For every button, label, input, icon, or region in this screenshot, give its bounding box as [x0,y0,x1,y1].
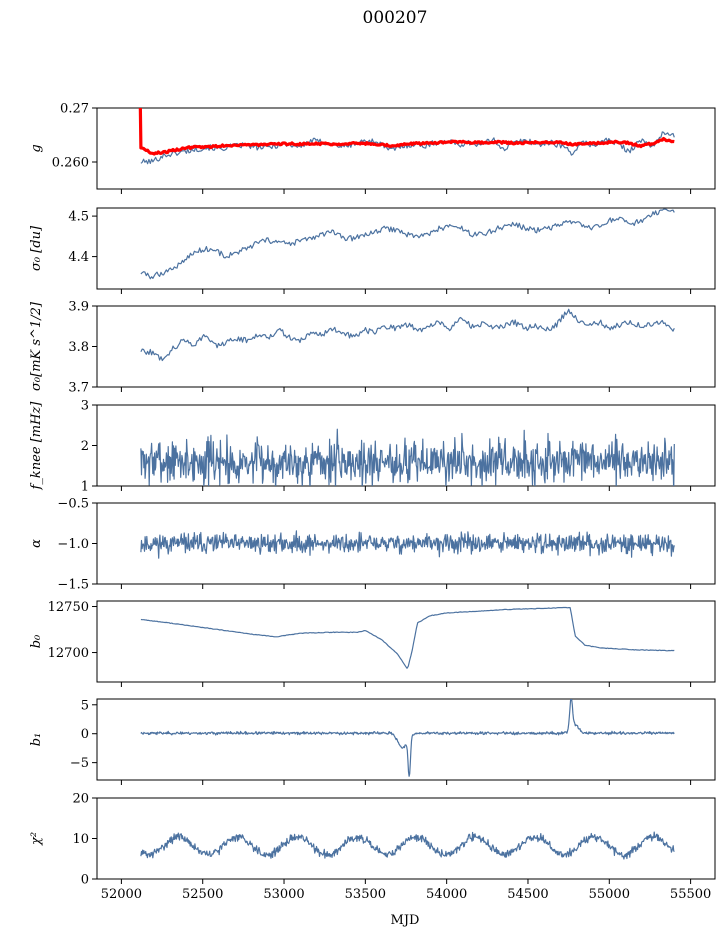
fit-series-line [138,108,675,156]
y-tick-label: 10 [72,832,89,847]
y-tick-label: 20 [72,792,89,807]
panel-frame [96,207,716,290]
y-tick-label: 3.8 [68,340,89,355]
y-tick-label: 0 [81,727,89,742]
y-tick-label: 0.260 [52,156,89,171]
y-tick-label: 0.27 [60,102,89,117]
x-tick-label: 52000 [101,887,142,902]
y-tick-label: 3.9 [68,300,89,315]
y-tick-label: 5 [81,698,89,713]
x-tick-label: 55000 [589,887,630,902]
y-tick-label: 2 [81,439,89,454]
y-tick-label: 3.7 [68,381,89,396]
x-tick-label: 54000 [426,887,467,902]
panel-sigma0-du: 4.4 4.5 σ₀ [du] [29,207,716,294]
y-tick-label: 1 [81,480,89,495]
panel-fknee: 1 2 3 f_knee [mHz] [29,399,716,495]
x-tick-label: 53500 [345,887,386,902]
panel-frame [96,600,716,683]
y-axis-label: σ₀[mK s^1/2] [29,301,44,391]
data-series-line [140,831,675,860]
y-axis-label: α [29,539,44,548]
x-tick-label: 55500 [670,887,711,902]
data-series-line [140,308,675,362]
y-tick-label: 3 [81,399,89,414]
y-axis-label: b₁ [29,733,44,747]
y-axis-label: σ₀ [du] [29,225,44,271]
panel-frame [96,107,716,190]
x-tick-label: 52500 [182,887,223,902]
y-tick-label: 12700 [48,646,89,661]
x-tick-label: 54500 [507,887,548,902]
figure-title: 000207 [363,8,428,28]
data-series-line [140,208,675,280]
y-tick-label: −1.5 [57,578,89,593]
y-tick-label: −0.5 [57,497,89,512]
y-axis-label: χ² [29,832,44,846]
y-tick-label: 12750 [48,600,89,615]
y-axis-label: b₀ [29,634,44,648]
panel-frame [96,305,716,388]
x-tick-label: 53000 [263,887,304,902]
y-axis-label: g [29,144,44,152]
data-series-line [140,699,675,777]
y-tick-label: 0 [81,873,89,888]
panel-g: 0.260 0.27 g [29,102,716,194]
y-tick-label: 4.5 [68,210,89,225]
y-tick-label: −5 [70,756,89,771]
data-series-line [140,530,675,559]
x-axis-label: MJD [391,913,420,928]
y-tick-label: −1.0 [57,537,89,552]
panel-alpha: −1.5 −1.0 −0.5 α [29,497,716,593]
y-axis-label: f_knee [mHz] [29,401,44,491]
data-series-line [140,428,675,486]
y-tick-label: 4.4 [68,250,89,265]
panel-sigma0-mk: 3.7 3.8 3.9 σ₀[mK s^1/2] [29,300,716,396]
panel-b0: 12700 12750 b₀ [29,600,716,687]
panel-b1: −5 0 5 b₁ [29,698,716,785]
panel-chi2: 0 10 20 52000 52500 53000 53500 54000 54500 55000… [29,792,716,902]
data-series-line [140,606,675,669]
panels: 0.260 0.27 g 4.4 4.5 σ₀ [du] 3.7 3.8 3.9 σ₀[mK s^… [29,102,716,902]
panel-frame [96,698,716,781]
